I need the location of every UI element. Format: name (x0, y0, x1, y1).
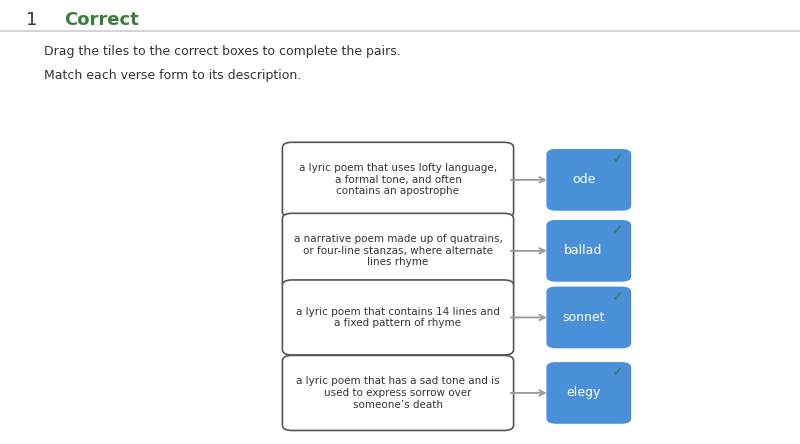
Text: ode: ode (572, 173, 595, 186)
Text: Match each verse form to its description.: Match each verse form to its description… (44, 69, 302, 82)
FancyBboxPatch shape (546, 149, 631, 211)
Text: elegy: elegy (566, 386, 601, 400)
FancyBboxPatch shape (282, 355, 514, 431)
Text: sonnet: sonnet (562, 311, 605, 324)
FancyBboxPatch shape (282, 280, 514, 355)
Text: ✓: ✓ (611, 152, 623, 166)
Text: ✓: ✓ (611, 223, 623, 237)
FancyBboxPatch shape (282, 214, 514, 289)
FancyBboxPatch shape (546, 362, 631, 424)
FancyBboxPatch shape (546, 220, 631, 282)
FancyBboxPatch shape (282, 142, 514, 218)
Text: Drag the tiles to the correct boxes to complete the pairs.: Drag the tiles to the correct boxes to c… (44, 44, 401, 58)
Text: Correct: Correct (64, 11, 138, 29)
Text: a lyric poem that has a sad tone and is
used to express sorrow over
someone’s de: a lyric poem that has a sad tone and is … (296, 377, 500, 409)
Text: ✓: ✓ (611, 365, 623, 379)
Text: ballad: ballad (564, 244, 602, 258)
Text: ✓: ✓ (611, 290, 623, 304)
Text: a lyric poem that contains 14 lines and
a fixed pattern of rhyme: a lyric poem that contains 14 lines and … (296, 307, 500, 328)
Text: a narrative poem made up of quatrains,
or four-line stanzas, where alternate
lin: a narrative poem made up of quatrains, o… (294, 234, 502, 267)
Text: 1: 1 (26, 11, 38, 29)
FancyBboxPatch shape (546, 287, 631, 348)
Text: a lyric poem that uses lofty language,
a formal tone, and often
contains an apos: a lyric poem that uses lofty language, a… (299, 163, 497, 196)
